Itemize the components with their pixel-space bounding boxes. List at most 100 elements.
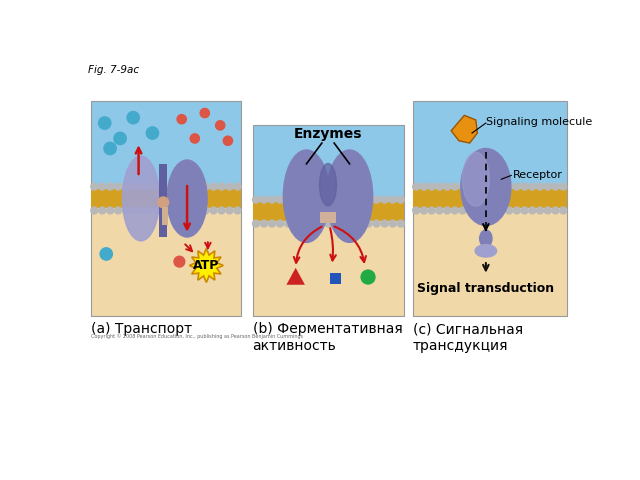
Circle shape (163, 207, 170, 214)
Circle shape (170, 207, 177, 214)
Circle shape (317, 196, 324, 203)
Circle shape (139, 207, 145, 214)
Circle shape (170, 183, 177, 190)
Bar (91, 199, 241, 315)
Circle shape (498, 183, 505, 190)
Circle shape (115, 183, 122, 190)
Bar (159, 164, 167, 237)
Circle shape (190, 134, 200, 143)
Circle shape (226, 207, 233, 214)
Polygon shape (189, 249, 223, 282)
Ellipse shape (122, 156, 159, 241)
Circle shape (373, 196, 380, 203)
Circle shape (506, 183, 513, 190)
Circle shape (127, 111, 140, 124)
Bar (91, 189, 241, 208)
Bar (91, 101, 241, 199)
Circle shape (99, 117, 111, 129)
Circle shape (276, 196, 284, 203)
Circle shape (123, 207, 129, 214)
Circle shape (341, 196, 348, 203)
Circle shape (285, 220, 292, 227)
Circle shape (200, 108, 209, 118)
Circle shape (114, 132, 126, 144)
Circle shape (490, 183, 497, 190)
Circle shape (444, 183, 451, 190)
Circle shape (413, 207, 420, 214)
Circle shape (253, 196, 259, 203)
Circle shape (357, 196, 364, 203)
Circle shape (210, 207, 217, 214)
Circle shape (107, 207, 114, 214)
Circle shape (365, 220, 372, 227)
Circle shape (107, 183, 114, 190)
Circle shape (234, 207, 241, 214)
Bar (413, 101, 566, 199)
Polygon shape (451, 115, 477, 143)
Circle shape (420, 183, 428, 190)
Circle shape (154, 183, 161, 190)
Circle shape (373, 220, 380, 227)
Circle shape (513, 183, 520, 190)
Circle shape (186, 207, 193, 214)
Circle shape (91, 207, 98, 214)
Circle shape (490, 207, 497, 214)
Circle shape (483, 183, 490, 190)
Circle shape (309, 196, 316, 203)
Circle shape (506, 207, 513, 214)
Ellipse shape (326, 150, 372, 242)
Circle shape (361, 270, 375, 284)
Circle shape (99, 183, 106, 190)
Circle shape (131, 207, 138, 214)
Circle shape (285, 196, 292, 203)
Bar (320, 212, 336, 223)
Text: Signaling molecule: Signaling molecule (486, 117, 592, 127)
Circle shape (223, 136, 232, 145)
Circle shape (226, 183, 233, 190)
Bar (413, 199, 566, 315)
Circle shape (269, 196, 276, 203)
Circle shape (292, 220, 300, 227)
Circle shape (99, 207, 106, 214)
Circle shape (428, 183, 435, 190)
Circle shape (459, 207, 466, 214)
Circle shape (444, 207, 451, 214)
Circle shape (147, 207, 154, 214)
Circle shape (253, 220, 259, 227)
Circle shape (195, 207, 201, 214)
Circle shape (521, 183, 528, 190)
Circle shape (341, 220, 348, 227)
Circle shape (333, 220, 340, 227)
Circle shape (381, 196, 388, 203)
Circle shape (459, 183, 466, 190)
Circle shape (154, 207, 161, 214)
Circle shape (115, 207, 122, 214)
Circle shape (104, 142, 116, 155)
Circle shape (536, 207, 543, 214)
Circle shape (177, 115, 186, 124)
Circle shape (276, 220, 284, 227)
Circle shape (301, 220, 308, 227)
Circle shape (544, 207, 551, 214)
Circle shape (179, 207, 186, 214)
Circle shape (381, 220, 388, 227)
Circle shape (131, 183, 138, 190)
Circle shape (536, 183, 543, 190)
Circle shape (428, 207, 435, 214)
Circle shape (91, 183, 98, 190)
Circle shape (147, 183, 154, 190)
Circle shape (100, 248, 113, 260)
Circle shape (467, 207, 474, 214)
Polygon shape (287, 268, 305, 285)
Circle shape (269, 220, 276, 227)
Bar (330, 273, 341, 284)
Circle shape (163, 183, 170, 190)
Circle shape (560, 183, 566, 190)
Circle shape (216, 121, 225, 130)
Circle shape (309, 220, 316, 227)
Circle shape (357, 220, 364, 227)
Circle shape (292, 196, 300, 203)
Circle shape (552, 183, 559, 190)
Circle shape (325, 220, 332, 227)
Circle shape (301, 196, 308, 203)
